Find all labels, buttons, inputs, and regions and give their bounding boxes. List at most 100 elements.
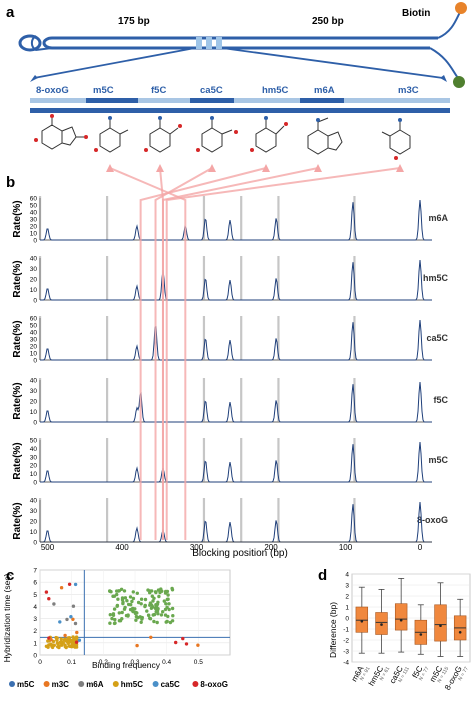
- scatter-point: [145, 609, 149, 613]
- correspondence-arrows: [106, 164, 404, 540]
- track-y-tick: 20: [30, 277, 38, 284]
- legend-entry: m3C: [52, 680, 70, 689]
- track-y-tick: 30: [30, 217, 38, 224]
- track-y-label: Rate(%): [12, 200, 23, 237]
- mod-label-m3c: m3C: [398, 85, 419, 96]
- y-tick-label: 1: [33, 640, 37, 647]
- panel-label-b: b: [6, 174, 15, 191]
- y-tick-label: 4: [33, 604, 37, 611]
- structure-m3c-icon: [381, 118, 411, 160]
- mod-label-ca5c: ca5C: [200, 85, 223, 96]
- track-y-tick: 10: [30, 409, 38, 416]
- scatter-point: [166, 593, 170, 597]
- right-length-label: 250 bp: [312, 16, 344, 27]
- track-y-tick: 40: [30, 210, 38, 217]
- scatter-point: [128, 607, 133, 612]
- track-y-tick: 10: [30, 471, 38, 478]
- scatter-point: [115, 589, 119, 593]
- panel-label-d: d: [318, 567, 327, 584]
- biotin-bead-icon: [455, 2, 467, 14]
- track-trace: [40, 200, 432, 241]
- y-tick-label: 0: [33, 653, 37, 660]
- scatter-point: [65, 617, 69, 622]
- track-y-tick: 40: [30, 256, 38, 263]
- biotin-label: Biotin: [402, 8, 430, 19]
- scatter-point: [59, 643, 64, 647]
- y-tick-label: 2: [33, 628, 37, 635]
- track-8-oxoG: 40 30 20 10 0 Rate(%) 8-oxoG: [12, 498, 448, 547]
- structure-ca5c-icon: [196, 116, 238, 153]
- scatter-point: [149, 635, 153, 639]
- scatter-point: [134, 610, 138, 615]
- scatter-point: [73, 582, 78, 587]
- scatter-point: [117, 589, 122, 593]
- scatter-point: [118, 619, 123, 623]
- scatter-point: [147, 613, 151, 617]
- scatter-point: [139, 620, 143, 624]
- legend-marker: [43, 681, 50, 687]
- track-y-tick: 20: [30, 519, 38, 526]
- y-tick-label: 0: [345, 616, 349, 623]
- track-y-tick: 30: [30, 454, 38, 461]
- box-mean: [458, 631, 462, 634]
- box-mean: [360, 620, 364, 623]
- scatter-point: [108, 621, 112, 625]
- mod-label-hm5c: hm5C: [262, 85, 289, 96]
- scatter-point: [165, 597, 169, 602]
- x-tick-label: 0.5: [194, 659, 203, 666]
- scatter-point: [113, 617, 117, 622]
- scatter-point: [155, 620, 159, 625]
- scatter-point: [159, 613, 164, 617]
- y-tick-label: 7: [33, 568, 37, 575]
- scatter-point: [108, 613, 113, 617]
- track-y-tick: 50: [30, 438, 38, 445]
- scatter-point: [74, 636, 78, 640]
- scatter-point: [174, 640, 178, 645]
- track-y-tick: 0: [33, 420, 37, 427]
- scatter-point: [122, 589, 127, 593]
- legend-marker: [9, 681, 15, 687]
- scatter-point: [125, 599, 129, 603]
- scatter-point: [134, 618, 138, 622]
- scatter-point: [146, 588, 150, 592]
- scatter-point: [67, 644, 71, 648]
- y-tick-label: -1: [343, 627, 349, 634]
- legend-marker: [152, 681, 159, 687]
- track-hm5C: 40 30 20 10 0 Rate(%) hm5C: [12, 256, 448, 305]
- y-tick-label: 3: [33, 616, 37, 623]
- scatter-point: [128, 595, 133, 599]
- panel-b-x-axis-label: Blocking position (bp): [192, 548, 288, 559]
- scatter-point: [110, 616, 114, 621]
- legend-marker: [192, 681, 199, 687]
- structure-m5c-icon: [94, 116, 129, 153]
- y-tick-label: 3: [345, 583, 349, 590]
- mod-label-f5c: f5C: [151, 85, 166, 96]
- scatter-point: [113, 621, 117, 625]
- x-tick-label: 200: [264, 543, 278, 552]
- arrow-head: [262, 164, 270, 172]
- scatter-point: [155, 609, 160, 613]
- scatter-point: [52, 602, 56, 606]
- scatter-point: [135, 591, 139, 595]
- scatter-point: [74, 645, 79, 649]
- y-tick-label: 4: [345, 572, 349, 579]
- scatter-point: [71, 617, 75, 621]
- y-tick-label: -4: [343, 660, 349, 667]
- track-y-label: Rate(%): [12, 442, 23, 479]
- scatter-point: [196, 643, 200, 647]
- scatter-point: [136, 600, 141, 605]
- scatter-point: [63, 633, 67, 638]
- scatter-point: [109, 590, 113, 594]
- track-y-tick: 10: [30, 287, 38, 294]
- scatter-point: [59, 586, 64, 590]
- legend-entry: hm5C: [121, 680, 143, 689]
- scatter-point: [55, 638, 59, 642]
- box-mean: [439, 624, 442, 627]
- scatter-point: [135, 643, 139, 648]
- track-y-tick: 40: [30, 378, 38, 385]
- track-y-label: Rate(%): [12, 382, 23, 419]
- track-name: f5C: [433, 395, 448, 405]
